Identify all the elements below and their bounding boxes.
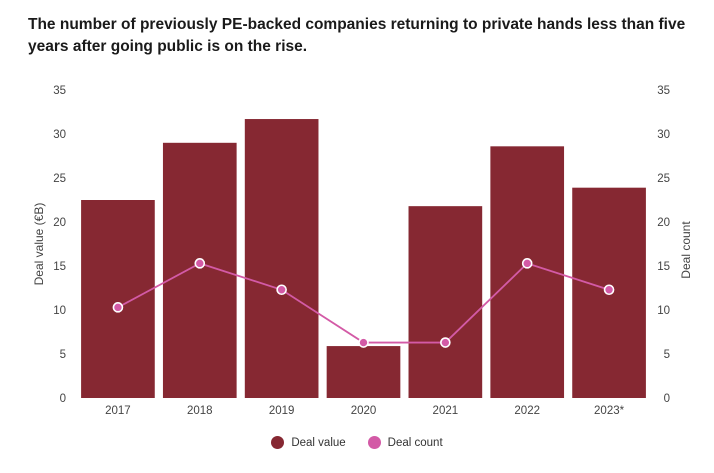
- x-axis-ticks: 2017 2018 2019 2020 2021 2022 2023*: [105, 405, 624, 417]
- y2-axis-label: Deal count: [679, 221, 693, 279]
- legend-label-deal-value: Deal value: [291, 436, 346, 449]
- legend-label-deal-count: Deal count: [387, 436, 443, 449]
- bar-2020: [326, 346, 401, 398]
- deal-count-point-2020: [358, 337, 369, 348]
- deal-count-point-2022: [521, 258, 533, 269]
- deal-count-point-2017: [112, 302, 124, 313]
- y-tick-label: 35: [53, 85, 66, 97]
- chart-title: The number of previously PE-backed compa…: [28, 16, 686, 55]
- deal-count-point-2021: [440, 337, 451, 348]
- y-tick-label: 30: [53, 129, 66, 141]
- legend-swatch-deal-count: [367, 436, 381, 449]
- deal-count-point-2023*: [603, 284, 615, 296]
- x-tick-label: 2018: [187, 405, 213, 417]
- x-tick-label: 2019: [269, 405, 295, 417]
- legend-item-deal-value: Deal value: [271, 436, 346, 449]
- bar-2018: [162, 142, 237, 398]
- y2-tick-label: 30: [657, 129, 670, 141]
- y-axis-label: Deal value (€B): [32, 203, 46, 286]
- y2-tick-label: 5: [664, 349, 670, 361]
- x-tick-label: 2023*: [594, 405, 625, 417]
- bar-2017: [81, 200, 155, 398]
- legend-swatch-deal-value: [271, 436, 285, 449]
- bar-2021: [408, 206, 483, 398]
- y2-tick-label: 15: [657, 261, 670, 273]
- y-tick-label: 0: [60, 393, 66, 405]
- y2-tick-label: 20: [657, 217, 670, 229]
- y-tick-label: 20: [53, 217, 66, 229]
- y-axis-ticks: 0 5 10 15 20 25 30 35: [53, 85, 66, 405]
- line-series: [112, 258, 615, 348]
- y-tick-label: 5: [60, 349, 66, 361]
- bar-2019: [244, 119, 319, 398]
- y2-axis-ticks: 0 5 10 15 20 25 30 35: [657, 85, 670, 405]
- bar-series: [81, 119, 646, 398]
- x-tick-label: 2021: [433, 405, 459, 417]
- y2-tick-label: 25: [657, 173, 670, 185]
- y-tick-label: 25: [53, 173, 66, 185]
- y2-tick-label: 0: [664, 393, 670, 405]
- legend: Deal value Deal count: [0, 436, 714, 449]
- y-tick-label: 15: [53, 261, 66, 273]
- deal-count-point-2019: [276, 284, 287, 296]
- y2-tick-label: 10: [657, 305, 670, 317]
- x-tick-label: 2017: [105, 405, 131, 417]
- y2-tick-label: 35: [657, 85, 670, 97]
- legend-item-deal-count: Deal count: [367, 436, 443, 449]
- y-tick-label: 10: [53, 305, 66, 317]
- x-tick-label: 2020: [351, 405, 377, 417]
- x-tick-label: 2022: [514, 405, 540, 417]
- deal-count-point-2018: [194, 258, 206, 269]
